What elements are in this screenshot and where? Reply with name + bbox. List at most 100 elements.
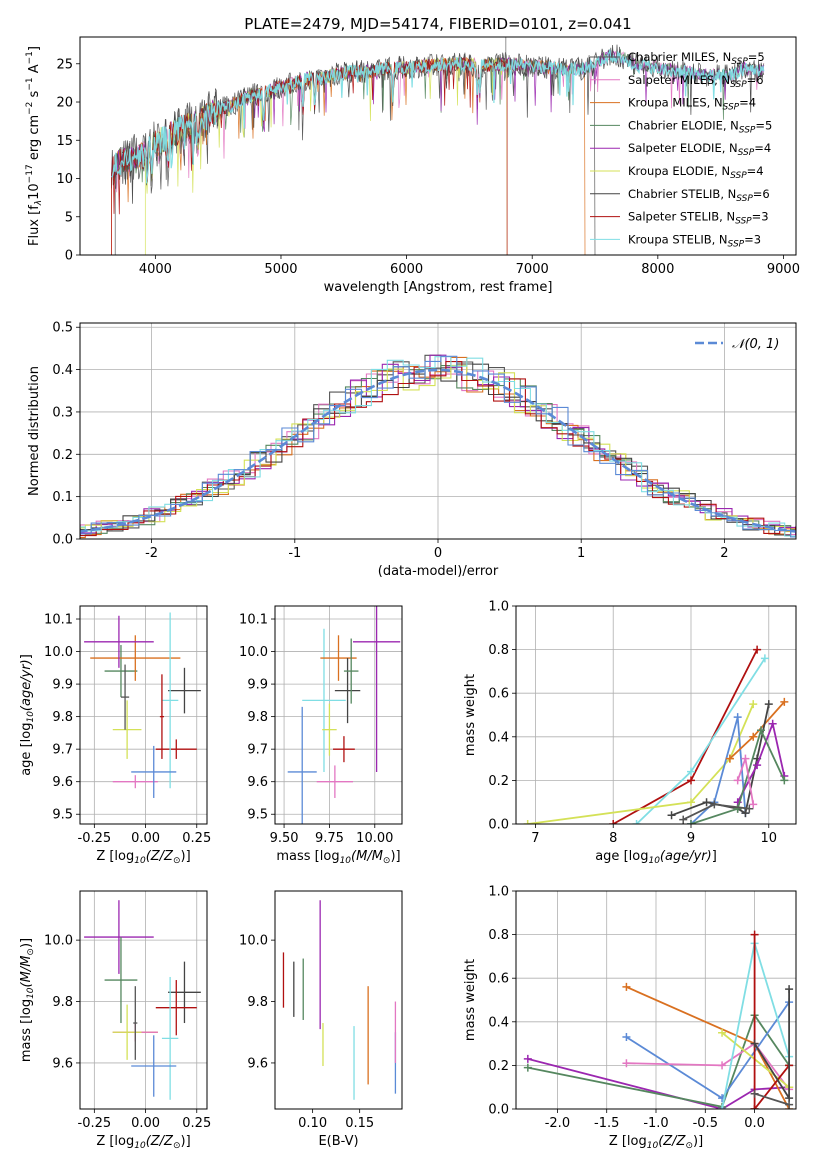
y-tick-label: 9.6	[52, 1056, 73, 1071]
x-tick-label: 7000	[516, 262, 549, 277]
gridlines	[516, 605, 796, 825]
weight-marker	[753, 645, 762, 654]
x-tick-label: 8	[609, 831, 617, 846]
x-tick-label: 9.75	[315, 831, 344, 846]
weight-marker	[622, 1059, 631, 1068]
y-axis-label: mass [log10(M/M⊙)]	[19, 938, 36, 1062]
x-tick-label: 0.25	[182, 1116, 211, 1131]
y-tick-label: 0.2	[52, 448, 73, 463]
y-axis-label: mass weight	[463, 959, 478, 1041]
weight-marker	[679, 815, 688, 824]
x-tick-label: 6000	[390, 262, 423, 277]
x-tick-label: 2	[720, 546, 728, 561]
y-tick-label: 9.7	[247, 743, 268, 758]
x-tick-label: 9000	[767, 262, 800, 277]
histogram-step	[80, 356, 796, 537]
spectrum-line	[114, 52, 596, 255]
y-tick-label: 10.0	[44, 934, 73, 949]
weight-line	[527, 703, 755, 824]
weight-marker	[741, 754, 750, 763]
weight-marker	[718, 1028, 727, 1037]
y-tick-label: 0.3	[52, 405, 73, 420]
plot-area	[523, 930, 794, 1109]
weight-marker	[750, 930, 759, 939]
y-tick-label: 0.8	[488, 928, 509, 943]
weight-line	[626, 1042, 790, 1090]
spectrum-line	[111, 49, 765, 184]
weight-marker	[745, 804, 754, 813]
x-axis-label: Z [log10(Z/Z⊙)]	[609, 1134, 703, 1151]
y-tick-label: 0.2	[488, 1059, 509, 1074]
weight-marker	[622, 982, 631, 991]
weight-marker	[687, 776, 695, 785]
weight-marker	[750, 1039, 759, 1048]
weight-marker	[749, 700, 758, 709]
legend-label: Kroupa MILES, NSSP=4	[628, 96, 756, 113]
y-tick-label: 0.1	[52, 490, 73, 505]
y-tick-label: 5	[65, 210, 73, 225]
y-tick-label: 9.6	[52, 775, 73, 790]
axes-frame: -0.25 0.00 0.25 9.5 9.6 9.7 9.8 9.9 10.0 10.1 Z [l…	[19, 605, 211, 866]
panel-mass_vs_ebv: 0.10 0.15 9.6 9.8 10.0 E(B-V)	[239, 890, 403, 1149]
x-tick-label: 5000	[264, 262, 297, 277]
x-tick-label: 10.00	[356, 831, 393, 846]
plot-area	[282, 900, 397, 1100]
x-tick-label: 9.50	[270, 831, 299, 846]
y-tick-label: 20	[56, 96, 73, 111]
legend-label: Salpeter ELODIE, NSSP=4	[628, 141, 771, 158]
x-tick-label: 0.15	[345, 1116, 374, 1131]
legend-label: Chabrier STELIB, NSSP=6	[628, 187, 770, 204]
weight-marker	[733, 776, 742, 785]
axes-border	[274, 890, 403, 1110]
y-tick-label: 0.4	[52, 363, 73, 378]
weight-marker	[768, 719, 777, 728]
legend-label: Chabrier MILES, NSSP=5	[628, 50, 765, 67]
plot-area	[287, 606, 401, 824]
weight-marker	[687, 798, 695, 807]
x-tick-label: -2	[145, 546, 158, 561]
weight-marker	[750, 1089, 759, 1098]
legend: 𝒩(0, 1)	[695, 337, 779, 352]
x-tick-label: 0.00	[131, 831, 160, 846]
weight-marker	[780, 697, 789, 706]
gridlines	[80, 891, 207, 1109]
x-axis-label: Z [log10(Z/Z⊙)]	[96, 849, 190, 866]
x-tick-label: -0.25	[78, 831, 112, 846]
axes-border	[79, 605, 208, 825]
panel-age_vs_mass: 9.50 9.75 10.00 9.5 9.6 9.7 9.8 9.9 10.0 10.1 mass…	[239, 605, 403, 866]
y-tick-label: 1.0	[488, 885, 509, 900]
x-tick-label: 9	[687, 831, 695, 846]
x-axis-label: (data-model)/error	[378, 564, 499, 579]
y-tick-label: 0.6	[488, 972, 509, 987]
weight-marker	[687, 767, 695, 776]
weight-line	[690, 716, 747, 824]
y-axis-label: mass weight	[463, 674, 478, 756]
weight-marker	[710, 800, 719, 809]
weight-marker	[741, 809, 750, 818]
gridlines	[80, 606, 207, 824]
y-tick-label: 0.6	[488, 687, 509, 702]
y-tick-label: 9.8	[247, 995, 268, 1010]
y-tick-label: 0.8	[488, 643, 509, 658]
y-axis-label: Flux [fλ10−17 erg cm−2 s−1 A−1]	[25, 46, 44, 246]
y-tick-label: 9.7	[52, 743, 73, 758]
y-tick-label: 9.8	[52, 710, 73, 725]
x-axis-label: mass [log10(M/M⊙)]	[276, 849, 400, 866]
plot-area	[84, 900, 201, 1100]
weight-line	[754, 1092, 790, 1106]
histogram-step	[80, 361, 796, 537]
legend-label: Chabrier ELODIE, NSSP=5	[628, 118, 772, 135]
axes-frame: -2 -1 0 1 2 0.0 0.1 0.2 0.3 0.4 0.5 (data-model)/er…	[27, 321, 797, 579]
axes-border	[79, 890, 208, 1110]
weight-line	[753, 934, 790, 1109]
weight-line	[527, 1058, 790, 1109]
x-tick-label: 10	[761, 831, 778, 846]
axes-frame: 4000 5000 6000 7000 8000 9000 0 5 10 15 20 25 wavele…	[25, 36, 800, 295]
x-tick-label: 0.10	[298, 1116, 327, 1131]
legend-label: Kroupa STELIB, NSSP=3	[628, 232, 761, 249]
weight-marker	[733, 713, 742, 722]
weight-marker	[753, 761, 762, 770]
y-tick-label: 10.1	[239, 613, 268, 628]
panel-mass_weight_vs_age: 7 8 9 10 0.0 0.2 0.4 0.6 0.8 1.0 age [log10(age/yr…	[463, 600, 797, 866]
